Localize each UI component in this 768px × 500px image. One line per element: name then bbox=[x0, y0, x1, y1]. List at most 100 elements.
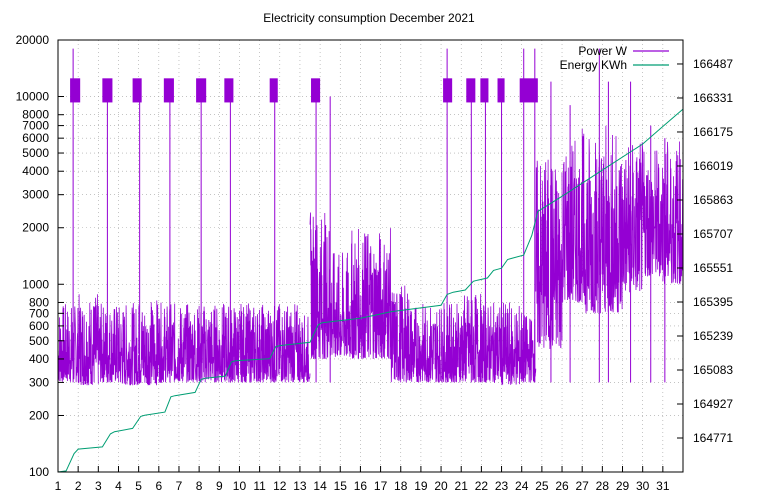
y-tick-label: 300 bbox=[29, 375, 49, 389]
y-tick-label: 5000 bbox=[22, 146, 49, 160]
power-high-block bbox=[70, 78, 81, 103]
y2-tick-label: 164927 bbox=[693, 397, 733, 411]
x-tick-label: 5 bbox=[135, 479, 142, 493]
y-tick-label: 3000 bbox=[22, 188, 49, 202]
power-band-segment bbox=[239, 303, 260, 383]
x-axis: 1 2 3 4 5 6 7 8 9 10 11 12 13 14 15 16 17 18 19 20 21 22 23 24 2… bbox=[55, 466, 670, 493]
x-tick-label: 29 bbox=[616, 479, 630, 493]
power-high-block bbox=[311, 78, 321, 103]
x-tick-label: 1 bbox=[55, 479, 62, 493]
power-band-segment bbox=[279, 304, 301, 383]
y-tick-label: 500 bbox=[29, 334, 49, 348]
x-tick-label: 18 bbox=[394, 479, 408, 493]
power-band-segment bbox=[349, 228, 371, 359]
y-tick-label: 200 bbox=[29, 408, 49, 422]
x-tick-label: 28 bbox=[596, 479, 610, 493]
power-band-segment bbox=[481, 302, 502, 384]
x-tick-label: 13 bbox=[293, 479, 307, 493]
x-tick-label: 22 bbox=[475, 479, 489, 493]
y-tick-label: 8000 bbox=[22, 108, 49, 122]
power-high-block bbox=[466, 78, 476, 103]
power-band-segment bbox=[501, 302, 523, 386]
power-high-block bbox=[269, 78, 278, 103]
power-band-segment bbox=[138, 300, 160, 386]
power-band-segment bbox=[642, 149, 664, 277]
x-tick-label: 4 bbox=[115, 479, 122, 493]
y2-tick-label: 164771 bbox=[693, 431, 733, 445]
y2-tick-label: 166019 bbox=[693, 159, 733, 173]
legend-label-energy: Energy KWh bbox=[560, 58, 627, 72]
x-tick-label: 20 bbox=[434, 479, 448, 493]
power-band-segment bbox=[535, 159, 563, 350]
x-tick-label: 21 bbox=[455, 479, 469, 493]
energy-series bbox=[57, 108, 684, 473]
y-tick-label: 700 bbox=[29, 306, 49, 320]
x-tick-label: 30 bbox=[636, 479, 650, 493]
y-tick-label: 20000 bbox=[16, 33, 50, 47]
power-band-segment bbox=[178, 304, 200, 383]
power-band-segment bbox=[561, 140, 583, 303]
power-band-segment bbox=[309, 212, 331, 360]
y-tick-label: 4000 bbox=[22, 164, 49, 178]
y-tick-label: 400 bbox=[29, 352, 49, 366]
y-tick-label: 1000 bbox=[22, 277, 49, 291]
power-band-segment bbox=[218, 303, 240, 383]
x-tick-label: 17 bbox=[374, 479, 388, 493]
legend: Power W Energy KWh bbox=[560, 44, 669, 72]
y2-tick-label: 166487 bbox=[693, 57, 733, 71]
y-tick-label: 10000 bbox=[16, 90, 50, 104]
y2-tick-label: 165707 bbox=[693, 227, 733, 241]
x-tick-label: 8 bbox=[196, 479, 203, 493]
legend-label-power: Power W bbox=[578, 44, 627, 58]
power-high-block bbox=[443, 78, 453, 103]
power-band-segment bbox=[329, 252, 351, 357]
power-band-segment bbox=[158, 302, 180, 384]
x-tick-label: 25 bbox=[535, 479, 549, 493]
plot-frame bbox=[57, 39, 684, 473]
power-band-segment bbox=[77, 294, 99, 386]
y2-tick-label: 165863 bbox=[693, 193, 733, 207]
x-tick-label: 6 bbox=[155, 479, 162, 493]
x-tick-label: 31 bbox=[656, 479, 670, 493]
y-tick-label: 800 bbox=[29, 295, 49, 309]
x-tick-label: 26 bbox=[555, 479, 569, 493]
x-tick-label: 27 bbox=[576, 479, 590, 493]
x-tick-label: 16 bbox=[354, 479, 368, 493]
x-tick-label: 12 bbox=[273, 479, 287, 493]
y-tick-label: 600 bbox=[29, 319, 49, 333]
power-band-segment bbox=[370, 228, 392, 360]
y2-tick-label: 165395 bbox=[693, 295, 733, 309]
x-tick-label: 10 bbox=[233, 479, 247, 493]
power-band-segment bbox=[622, 142, 644, 293]
x-tick-label: 9 bbox=[216, 479, 223, 493]
power-high-block bbox=[497, 78, 505, 103]
power-band-segment bbox=[259, 304, 281, 383]
x-tick-label: 15 bbox=[334, 479, 348, 493]
power-high-block bbox=[132, 78, 142, 103]
y2-tick-label: 166175 bbox=[693, 125, 733, 139]
y2-tick-label: 165551 bbox=[693, 261, 733, 275]
power-band-segment bbox=[410, 303, 442, 383]
power-band-segment bbox=[440, 303, 462, 383]
y-tick-label: 100 bbox=[29, 465, 49, 479]
power-band-segment bbox=[602, 125, 623, 313]
power-high-block bbox=[224, 78, 234, 103]
x-tick-label: 7 bbox=[176, 479, 183, 493]
power-band-segment bbox=[198, 305, 220, 383]
x-tick-label: 2 bbox=[75, 479, 82, 493]
y2-axis: 164771 164927 165083 165239 165395 165551 1657… bbox=[677, 57, 733, 445]
energy-line bbox=[57, 108, 684, 473]
y-tick-label: 7000 bbox=[22, 119, 49, 133]
x-tick-label: 24 bbox=[515, 479, 529, 493]
power-high-block bbox=[519, 78, 538, 103]
x-tick-label: 11 bbox=[253, 479, 266, 493]
power-band-segment bbox=[299, 315, 311, 383]
power-high-block bbox=[163, 78, 174, 103]
power-band-segment bbox=[390, 285, 412, 383]
y2-tick-label: 165239 bbox=[693, 329, 733, 343]
y-tick-label: 6000 bbox=[22, 131, 49, 145]
x-tick-label: 23 bbox=[495, 479, 509, 493]
power-series bbox=[57, 48, 684, 386]
